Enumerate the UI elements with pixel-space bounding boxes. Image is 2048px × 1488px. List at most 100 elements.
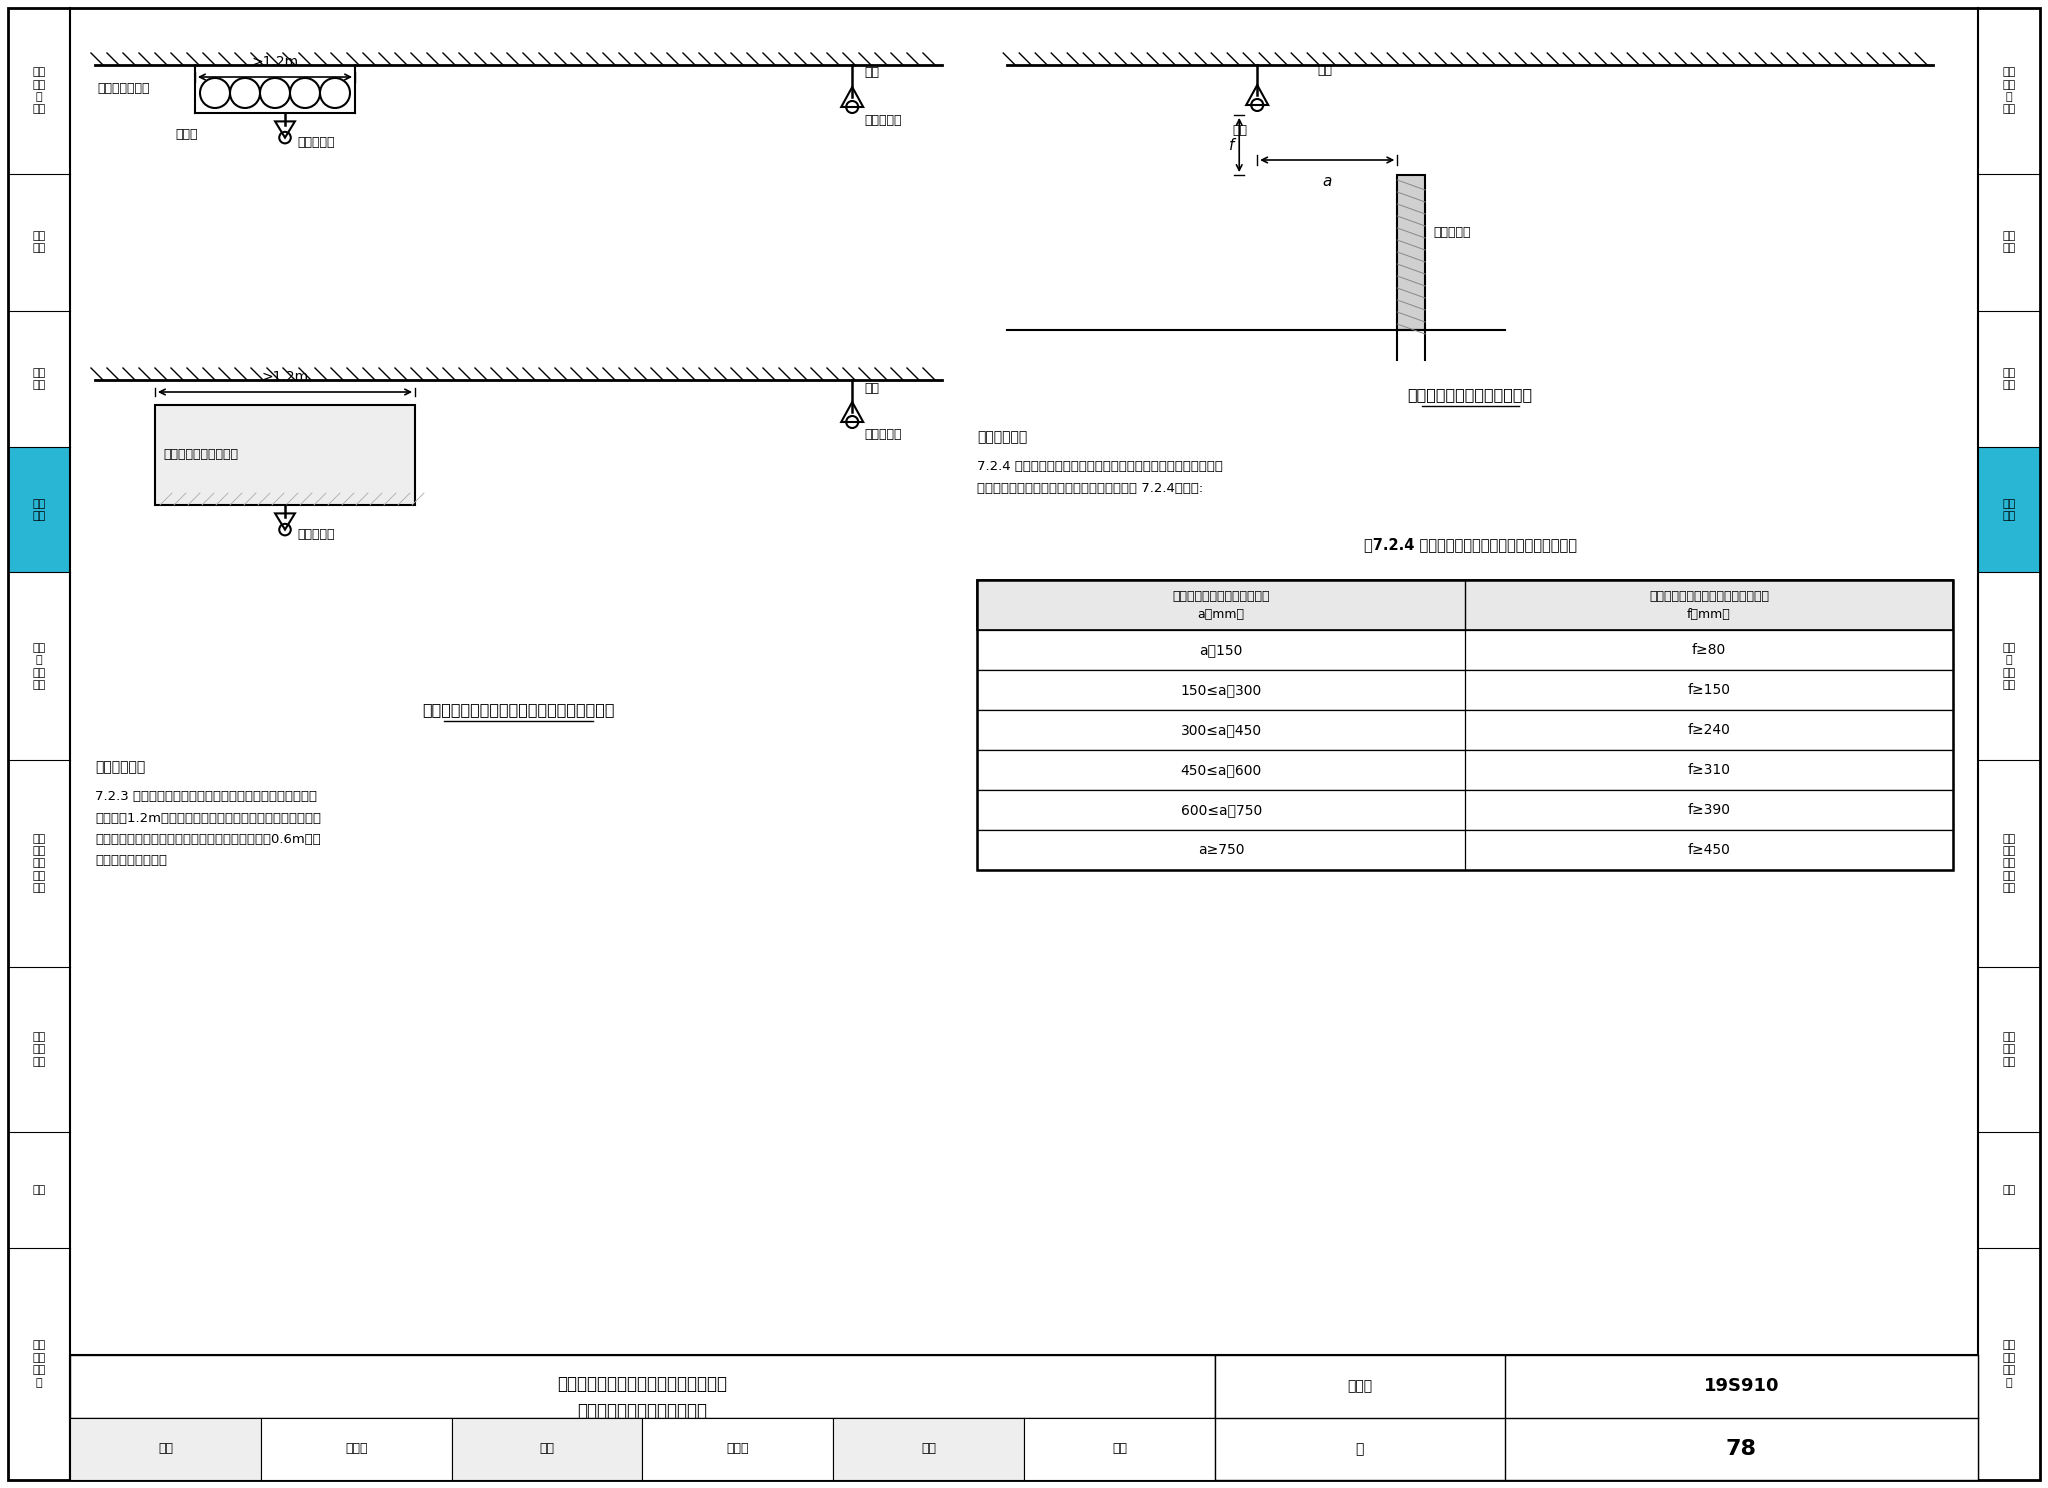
Text: 直立型喷头: 直立型喷头: [864, 429, 901, 442]
Bar: [977, 710, 1954, 750]
Text: 系统
组件: 系统 组件: [2003, 368, 2015, 390]
Bar: [453, 1418, 643, 1481]
Bar: [1978, 311, 2040, 448]
Text: 下垂型喷头: 下垂型喷头: [297, 528, 334, 542]
Bar: [1397, 176, 1425, 330]
Bar: [8, 573, 70, 760]
Bar: [977, 580, 1954, 870]
Text: 供水
系统: 供水 系统: [2003, 231, 2015, 253]
Circle shape: [229, 77, 260, 109]
Text: 直立型喷头: 直立型喷头: [864, 113, 901, 126]
Text: 喷头
布置: 喷头 布置: [2003, 498, 2015, 521]
Bar: [260, 1418, 453, 1481]
Text: 表7.2.4 喷头与不到顶隔墙的水平距离和垂直距离: 表7.2.4 喷头与不到顶隔墙的水平距离和垂直距离: [1364, 537, 1577, 552]
Bar: [1024, 1418, 1214, 1481]
Text: 页: 页: [1356, 1442, 1364, 1455]
Circle shape: [260, 77, 291, 109]
Text: >1.2m: >1.2m: [262, 371, 309, 384]
Text: 喷头: 喷头: [1233, 124, 1247, 137]
Bar: [834, 1418, 1024, 1481]
Text: 150≤a＜300: 150≤a＜300: [1180, 683, 1262, 696]
Bar: [70, 1418, 260, 1481]
Text: 马旭升: 马旭升: [344, 1442, 367, 1455]
Text: 系统
类型
及
控制: 系统 类型 及 控制: [2003, 67, 2015, 115]
Bar: [8, 1132, 70, 1248]
Bar: [977, 750, 1954, 790]
Text: 系统
组件: 系统 组件: [33, 368, 45, 390]
Text: 设计: 设计: [922, 1442, 936, 1455]
Bar: [8, 311, 70, 448]
Text: 防火
分隔
防护
冷却
系统: 防火 分隔 防护 冷却 系统: [2003, 833, 2015, 893]
Text: >1.2m: >1.2m: [252, 55, 299, 68]
Text: 450≤a＜600: 450≤a＜600: [1180, 763, 1262, 777]
Text: 喷头与不到顶隔墙的水平距离
a（mm）: 喷头与不到顶隔墙的水平距离 a（mm）: [1171, 589, 1270, 620]
Text: 梁、通风管道、桥架等: 梁、通风管道、桥架等: [164, 448, 238, 461]
Bar: [1978, 760, 2040, 967]
Bar: [977, 830, 1954, 870]
Text: f≥80: f≥80: [1692, 643, 1726, 658]
Text: 附录: 附录: [33, 1186, 45, 1195]
Text: 通风道、成排布置的管道下方喷头布置示意图: 通风道、成排布置的管道下方喷头布置示意图: [422, 702, 614, 717]
Text: a: a: [1323, 174, 1331, 189]
Text: 防火
分隔
防护
冷却
系统: 防火 分隔 防护 冷却 系统: [33, 833, 45, 893]
Text: 管道
及
水力
计算: 管道 及 水力 计算: [2003, 643, 2015, 690]
Text: 通风道、成排管道下方喷头布置示意图: 通风道、成排管道下方喷头布置示意图: [557, 1375, 727, 1393]
Bar: [1978, 1132, 2040, 1248]
Text: 600≤a＜750: 600≤a＜750: [1180, 804, 1262, 817]
Text: 喷头溅水盘与不到顶隔墙的垂直距离
f（mm）: 喷头溅水盘与不到顶隔墙的垂直距离 f（mm）: [1649, 589, 1769, 620]
Bar: [643, 1418, 834, 1481]
Text: 管道
及
水力
计算: 管道 及 水力 计算: [33, 643, 45, 690]
Text: f≥240: f≥240: [1688, 723, 1731, 737]
Bar: [977, 790, 1954, 830]
Text: 局部
应用
系统: 局部 应用 系统: [33, 1033, 45, 1067]
Text: f≥450: f≥450: [1688, 844, 1731, 857]
Text: 【规范条文】: 【规范条文】: [977, 430, 1028, 443]
Bar: [1978, 573, 2040, 760]
Text: 7.2.4 标准覆盖面积洒水喷头、扩大覆盖面积洒水喷头和家用喷头
与不到顶隔墙的水平距离和垂直距离应符合表 7.2.4的规定:: 7.2.4 标准覆盖面积洒水喷头、扩大覆盖面积洒水喷头和家用喷头 与不到顶隔墙的…: [977, 460, 1223, 494]
Bar: [977, 670, 1954, 710]
Text: a＜150: a＜150: [1200, 643, 1243, 658]
Text: 下垂型喷头: 下垂型喷头: [297, 137, 334, 149]
Text: 供水
系统: 供水 系统: [33, 231, 45, 253]
Circle shape: [291, 77, 319, 109]
Text: 邻不到顶隔墙喷头布置示意图: 邻不到顶隔墙喷头布置示意图: [578, 1402, 707, 1420]
Bar: [1978, 7, 2040, 174]
Text: 喷头
布置: 喷头 布置: [33, 498, 45, 521]
Text: 附录: 附录: [2003, 1186, 2015, 1195]
Bar: [70, 1356, 1978, 1481]
Bar: [70, 1356, 1214, 1481]
Bar: [8, 174, 70, 311]
Bar: [8, 448, 70, 573]
Bar: [1978, 448, 2040, 573]
Text: f: f: [1229, 137, 1235, 152]
Text: f≥150: f≥150: [1688, 683, 1731, 696]
Text: 相关
技术
资料
页: 相关 技术 资料 页: [33, 1341, 45, 1388]
Text: 局部
应用
系统: 局部 应用 系统: [2003, 1033, 2015, 1067]
Text: f≥390: f≥390: [1688, 804, 1731, 817]
Text: 顶板: 顶板: [864, 67, 879, 79]
Text: 顶板: 顶板: [1317, 64, 1331, 76]
Text: 不到顶隔墙: 不到顶隔墙: [1434, 226, 1470, 240]
Bar: [8, 7, 70, 174]
Text: 成排布置的管道: 成排布置的管道: [96, 82, 150, 95]
Bar: [1214, 1356, 1978, 1481]
Text: 19S910: 19S910: [1704, 1378, 1780, 1396]
Bar: [977, 629, 1954, 670]
Text: 审核: 审核: [158, 1442, 172, 1455]
Text: 【规范条文】: 【规范条文】: [94, 760, 145, 774]
Bar: [8, 967, 70, 1132]
Bar: [8, 1248, 70, 1481]
Bar: [1978, 1248, 2040, 1481]
Text: a≥750: a≥750: [1198, 844, 1245, 857]
Bar: [1978, 174, 2040, 311]
Text: 张淑英: 张淑英: [727, 1442, 750, 1455]
Bar: [8, 760, 70, 967]
Text: 赵珲: 赵珲: [1112, 1442, 1126, 1455]
Text: 校对: 校对: [539, 1442, 555, 1455]
Circle shape: [201, 77, 229, 109]
Text: 挡水板: 挡水板: [174, 128, 197, 141]
Text: f≥310: f≥310: [1688, 763, 1731, 777]
Bar: [156, 405, 416, 504]
Text: 相关
技术
资料
页: 相关 技术 资料 页: [2003, 1341, 2015, 1388]
Text: 7.2.3 当梁、通风管道、成排布置的管道、桥架等障碍物的
宽度大于1.2m时，其下方应增设喷头；采用早期抑制快速响
应喷头和特殊应用喷头的场所，当障碍物宽度大: 7.2.3 当梁、通风管道、成排布置的管道、桥架等障碍物的 宽度大于1.2m时，…: [94, 790, 322, 868]
